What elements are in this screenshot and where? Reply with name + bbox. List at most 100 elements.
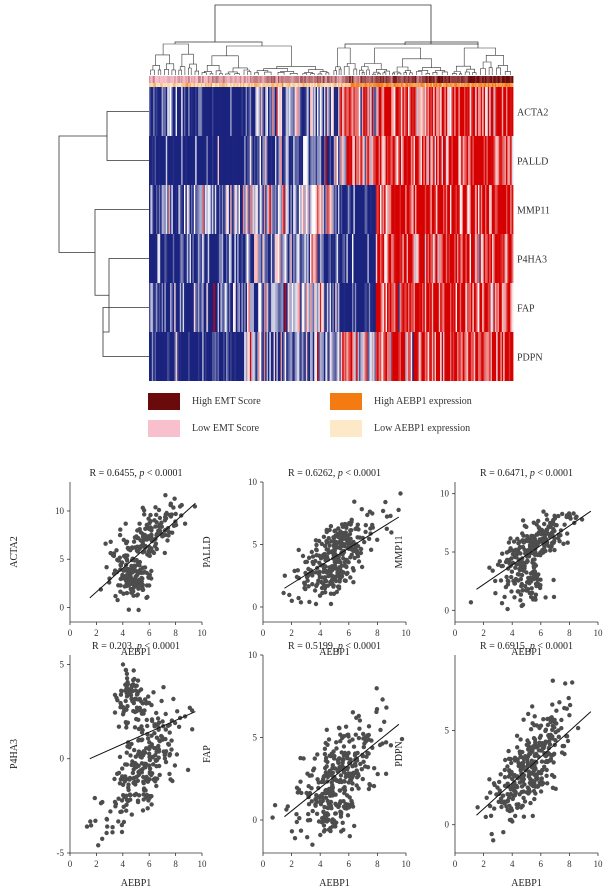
scatter-point <box>127 576 132 581</box>
heatmap-cell <box>207 87 210 136</box>
heatmap-cell <box>353 185 356 234</box>
emt-score-cell <box>193 76 196 83</box>
heatmap-cell <box>493 87 496 136</box>
heatmap-cell <box>349 136 351 185</box>
scatter-point <box>132 725 138 730</box>
x-tick-label: 6 <box>347 628 352 638</box>
scatter-point <box>347 834 352 839</box>
scatter-point <box>333 811 338 816</box>
emt-score-cell <box>459 76 462 83</box>
column-dendrogram-branch <box>304 72 313 74</box>
x-tick-label: 0 <box>453 628 458 638</box>
aebp1-expression-cell <box>242 83 245 87</box>
heatmap-cell <box>198 283 200 332</box>
heatmap-cell <box>389 332 392 381</box>
scatter-point <box>350 804 356 809</box>
aebp1-expression-cell <box>489 83 491 87</box>
scatter-point <box>304 575 310 580</box>
scatter-point <box>316 538 322 544</box>
heatmap-cell <box>198 185 200 234</box>
heatmap-cell <box>384 234 386 283</box>
scatter-point <box>338 739 343 744</box>
scatter-point <box>172 720 178 726</box>
heatmap-cell <box>443 136 445 185</box>
scatter-point <box>525 785 531 790</box>
x-axis-label: AEBP1 <box>121 647 152 658</box>
heatmap-cell <box>367 185 370 234</box>
column-dendrogram-branch <box>472 72 477 75</box>
scatter-point <box>124 539 130 544</box>
scatter-point <box>341 827 346 832</box>
heatmap-cell <box>412 87 414 136</box>
heatmap-cell <box>335 283 337 332</box>
heatmap-cell <box>422 185 424 234</box>
heatmap-cell <box>396 87 399 136</box>
aebp1-expression-cell <box>388 83 391 87</box>
heatmap-cell <box>181 185 183 234</box>
heatmap-cell <box>381 283 384 332</box>
heatmap-cell <box>331 185 333 234</box>
scatter-point <box>542 533 548 538</box>
heatmap-cell <box>251 136 253 185</box>
aebp1-expression-cell <box>272 83 274 87</box>
heatmap-cell <box>252 87 255 136</box>
aebp1-expression-cell <box>403 83 406 87</box>
heatmap-cell <box>280 87 283 136</box>
heatmap-cell <box>210 332 213 381</box>
heatmap-cell <box>391 87 393 136</box>
scatter-point <box>498 772 503 777</box>
scatter-point <box>371 783 377 789</box>
scatter-point <box>362 539 367 545</box>
column-dendrogram-branch <box>466 68 475 73</box>
heatmap-cell <box>346 136 349 185</box>
scatter-point <box>350 737 355 742</box>
scatter-point <box>166 530 172 535</box>
heatmap-cell <box>472 234 475 283</box>
scatter-title-p-value: < 0.0001 <box>142 641 180 652</box>
scatter-point <box>559 726 564 731</box>
heatmap-cell <box>424 136 427 185</box>
heatmap-cell <box>469 136 472 185</box>
x-tick-label: 10 <box>198 628 208 638</box>
heatmap-cell <box>220 234 223 283</box>
heatmap-cell <box>497 283 500 332</box>
heatmap-cell <box>154 283 157 332</box>
heatmap-cell <box>149 283 151 332</box>
emt-score-cell <box>233 76 235 83</box>
scatter-point <box>530 783 536 789</box>
heatmap-cell <box>300 332 302 381</box>
heatmap-cell <box>409 283 412 332</box>
scatter-point <box>131 668 136 673</box>
column-dendrogram-branch <box>162 43 189 55</box>
aebp1-expression-cell <box>317 83 319 87</box>
heatmap-cell <box>476 185 479 234</box>
heatmap-cell <box>445 185 448 234</box>
aebp1-expression-cell <box>364 83 367 87</box>
heatmap-cell <box>466 332 469 381</box>
heatmap-cell <box>370 283 372 332</box>
scatter-point <box>147 777 152 782</box>
heatmap-cell <box>261 185 263 234</box>
heatmap-cell <box>392 332 395 381</box>
scatter-point <box>343 724 349 729</box>
emt-score-cell <box>202 76 204 83</box>
heatmap-cell <box>500 234 503 283</box>
heatmap-cell <box>507 185 510 234</box>
heatmap-cell <box>492 332 494 381</box>
emt-score-cell <box>403 76 406 83</box>
scatter-point <box>104 565 109 570</box>
scatter-point <box>331 818 337 823</box>
heatmap-cell <box>459 332 462 381</box>
scatter-point <box>331 591 337 596</box>
heatmap-cell <box>282 283 284 332</box>
heatmap-cell <box>269 87 272 136</box>
scatter-point <box>552 717 557 723</box>
scatter-point <box>563 681 568 686</box>
scatter-point <box>321 823 327 828</box>
scatter-point <box>114 695 119 700</box>
heatmap-cell <box>469 185 472 234</box>
heatmap-cell <box>205 185 207 234</box>
heatmap-cell <box>466 283 469 332</box>
emt-score-cell <box>492 76 494 83</box>
heatmap-cell <box>398 87 400 136</box>
